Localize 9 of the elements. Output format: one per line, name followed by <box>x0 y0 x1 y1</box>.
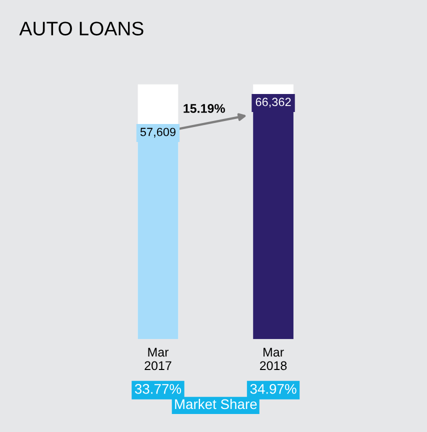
x-tick-label: Mar 2018 <box>260 348 287 370</box>
text: Market Share <box>175 398 257 410</box>
data-label: 57,609 <box>140 128 176 138</box>
chart-title: AUTO LOANS <box>19 22 144 36</box>
text: 33.77% <box>134 384 182 394</box>
x-tick-label: Mar 2017 <box>144 348 172 370</box>
text: 34.97% <box>250 384 296 394</box>
annotation: 15.19% <box>184 104 225 113</box>
data-label: 66,362 <box>256 98 291 108</box>
